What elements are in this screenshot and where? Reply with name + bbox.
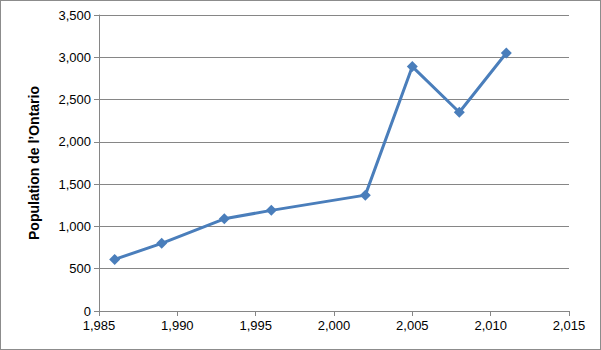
svg-text:2,015: 2,015 <box>553 318 586 333</box>
svg-text:3,500: 3,500 <box>58 8 91 23</box>
svg-text:1,985: 1,985 <box>83 318 116 333</box>
svg-text:Population de l’Ontario: Population de l’Ontario <box>26 86 42 240</box>
svg-text:3,000: 3,000 <box>58 50 91 65</box>
svg-text:1,995: 1,995 <box>239 318 272 333</box>
svg-text:500: 500 <box>69 261 91 276</box>
svg-text:2,010: 2,010 <box>474 318 507 333</box>
svg-text:2,000: 2,000 <box>58 134 91 149</box>
svg-text:0: 0 <box>84 304 91 319</box>
svg-text:2,000: 2,000 <box>318 318 351 333</box>
svg-text:2,500: 2,500 <box>58 92 91 107</box>
svg-text:1,500: 1,500 <box>58 177 91 192</box>
svg-text:1,990: 1,990 <box>161 318 194 333</box>
svg-text:1,000: 1,000 <box>58 219 91 234</box>
svg-text:2,005: 2,005 <box>396 318 429 333</box>
